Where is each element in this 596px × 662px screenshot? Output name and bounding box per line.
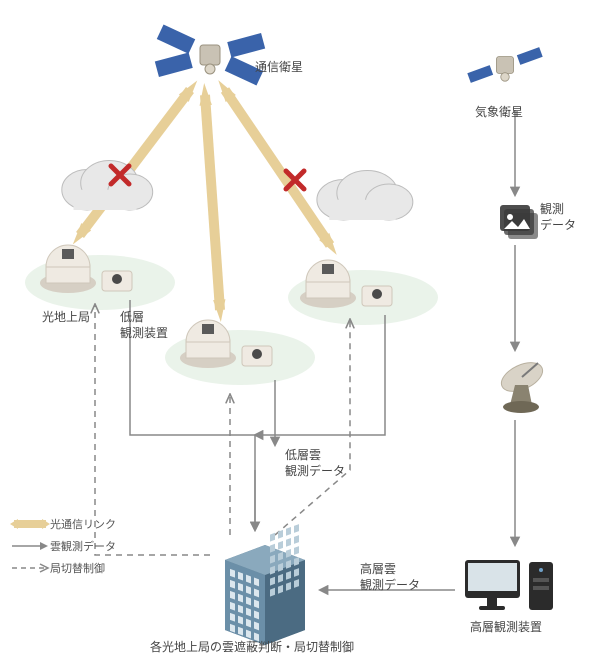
legend-row-switch: 局切替制御	[10, 560, 160, 576]
legend-label: 光通信リンク	[50, 516, 116, 532]
legend-row-optical: 光通信リンク	[10, 516, 160, 532]
label-weather-sat: 気象衛星	[475, 105, 523, 121]
diagram-canvas: 通信衛星 気象衛星 観測 データ 光地上局 低層 観測装置 低層雲 観測データ …	[0, 0, 596, 662]
label-ground-optical: 光地上局	[42, 310, 90, 326]
label-high-cloud-data: 高層雲 観測データ	[360, 562, 420, 593]
dashed-arrow-icon	[10, 561, 50, 575]
label-center-caption: 各光地上局の雲遮蔽判断・局切替制御	[150, 640, 354, 656]
label-obs-data: 観測 データ	[540, 202, 576, 233]
label-low-obs-device: 低層 観測装置	[120, 310, 168, 341]
legend: 光通信リンク 雲観測データ 局切替制御	[10, 510, 160, 582]
label-low-cloud-data: 低層雲 観測データ	[285, 448, 345, 479]
label-high-obs-device: 高層観測装置	[470, 620, 542, 636]
legend-row-cloud-data: 雲観測データ	[10, 538, 160, 554]
ground-spot	[25, 255, 175, 310]
legend-label: 局切替制御	[50, 560, 105, 576]
data-arrow-icon	[10, 539, 50, 553]
legend-label: 雲観測データ	[50, 538, 116, 554]
optical-link-icon	[10, 517, 50, 531]
ground-spot	[288, 270, 438, 325]
ground-spot	[165, 330, 315, 385]
label-comm-sat: 通信衛星	[255, 60, 303, 76]
